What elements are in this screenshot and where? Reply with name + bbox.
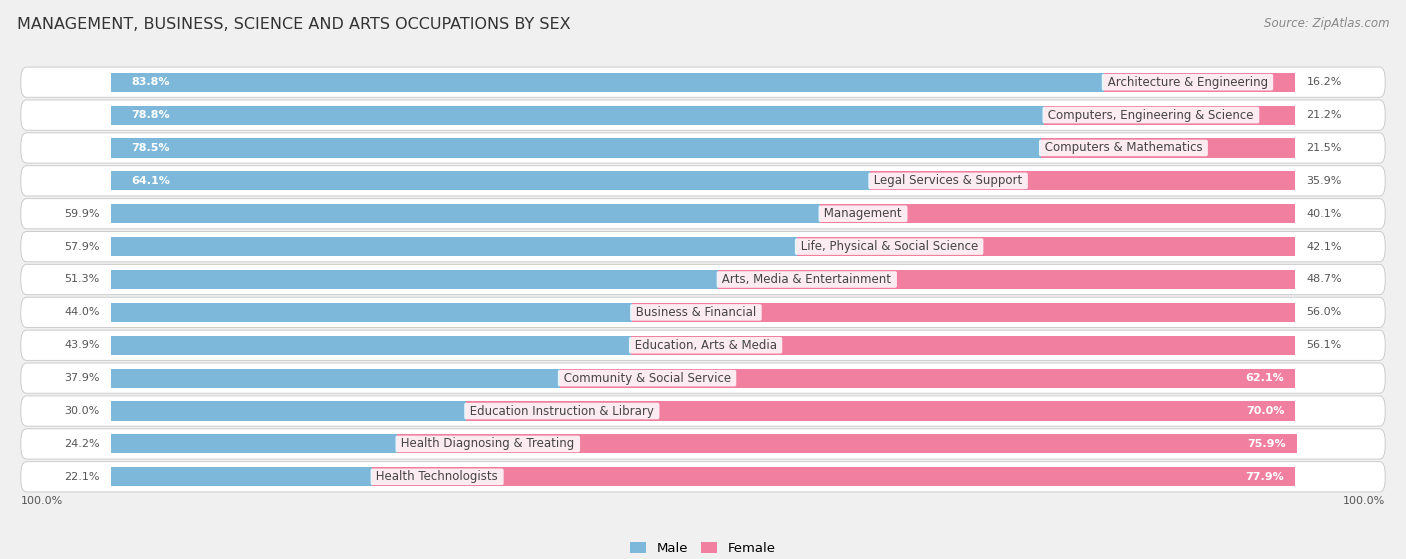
Bar [111,106,1045,125]
Text: 100.0%: 100.0% [21,496,63,506]
FancyBboxPatch shape [21,462,1385,492]
Bar [631,303,1295,322]
Text: 77.9%: 77.9% [1246,472,1285,482]
FancyBboxPatch shape [21,231,1385,262]
FancyBboxPatch shape [21,297,1385,328]
Text: 44.0%: 44.0% [65,307,100,318]
Text: 57.9%: 57.9% [65,241,100,252]
Text: Management: Management [820,207,905,220]
Bar [797,237,1295,256]
Text: 40.1%: 40.1% [1306,209,1341,219]
Bar [560,368,1295,388]
Text: Community & Social Service: Community & Social Service [560,372,734,385]
Text: 48.7%: 48.7% [1306,274,1343,285]
Text: 64.1%: 64.1% [131,176,170,186]
Bar [631,336,1295,355]
Bar [820,204,1295,223]
Text: 21.5%: 21.5% [1306,143,1341,153]
Bar [398,434,1296,453]
Bar [373,467,1295,486]
Text: 30.0%: 30.0% [65,406,100,416]
Text: 37.9%: 37.9% [65,373,100,383]
Bar [1040,139,1295,158]
Bar [718,270,1295,289]
Bar [111,401,465,420]
FancyBboxPatch shape [21,363,1385,394]
FancyBboxPatch shape [21,330,1385,361]
Text: Business & Financial: Business & Financial [631,306,759,319]
Text: 59.9%: 59.9% [65,209,100,219]
Bar [111,336,631,355]
Bar [465,401,1295,420]
Text: 51.3%: 51.3% [65,274,100,285]
Text: Source: ZipAtlas.com: Source: ZipAtlas.com [1264,17,1389,30]
Text: 56.1%: 56.1% [1306,340,1341,350]
Text: 62.1%: 62.1% [1246,373,1285,383]
Bar [111,303,631,322]
Text: 75.9%: 75.9% [1247,439,1285,449]
Text: 78.5%: 78.5% [131,143,170,153]
Bar [111,467,373,486]
Bar [1104,73,1295,92]
FancyBboxPatch shape [21,100,1385,130]
Bar [870,171,1295,191]
Text: 21.2%: 21.2% [1306,110,1341,120]
Text: Architecture & Engineering: Architecture & Engineering [1104,75,1271,89]
FancyBboxPatch shape [21,198,1385,229]
Text: Education Instruction & Library: Education Instruction & Library [465,405,658,418]
Text: 43.9%: 43.9% [65,340,100,350]
Text: Computers & Mathematics: Computers & Mathematics [1040,141,1206,154]
Bar [111,171,870,191]
Text: Health Diagnosing & Treating: Health Diagnosing & Treating [398,437,578,451]
FancyBboxPatch shape [21,396,1385,426]
Text: 24.2%: 24.2% [63,439,100,449]
Bar [111,237,797,256]
Text: Arts, Media & Entertainment: Arts, Media & Entertainment [718,273,896,286]
Bar [111,73,1104,92]
Text: 70.0%: 70.0% [1246,406,1285,416]
Bar [111,368,560,388]
Text: 78.8%: 78.8% [131,110,170,120]
Text: 83.8%: 83.8% [131,77,170,87]
Bar [1045,106,1295,125]
Text: 56.0%: 56.0% [1306,307,1341,318]
Text: MANAGEMENT, BUSINESS, SCIENCE AND ARTS OCCUPATIONS BY SEX: MANAGEMENT, BUSINESS, SCIENCE AND ARTS O… [17,17,571,32]
FancyBboxPatch shape [21,264,1385,295]
FancyBboxPatch shape [21,165,1385,196]
Legend: Male, Female: Male, Female [630,542,776,555]
Bar [111,204,820,223]
Text: Health Technologists: Health Technologists [373,470,502,484]
Bar [111,270,718,289]
Text: Legal Services & Support: Legal Services & Support [870,174,1026,187]
FancyBboxPatch shape [21,429,1385,459]
Text: 42.1%: 42.1% [1306,241,1341,252]
Text: 22.1%: 22.1% [65,472,100,482]
Text: Computers, Engineering & Science: Computers, Engineering & Science [1045,108,1257,122]
Text: Life, Physical & Social Science: Life, Physical & Social Science [797,240,981,253]
FancyBboxPatch shape [21,133,1385,163]
Text: 35.9%: 35.9% [1306,176,1341,186]
Bar [111,434,398,453]
Text: 16.2%: 16.2% [1306,77,1341,87]
Text: 100.0%: 100.0% [1343,496,1385,506]
Text: Education, Arts & Media: Education, Arts & Media [631,339,780,352]
FancyBboxPatch shape [21,67,1385,97]
Bar [111,139,1040,158]
